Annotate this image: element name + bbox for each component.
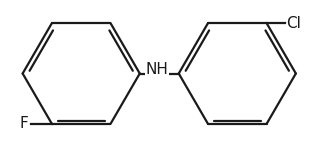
Text: NH: NH (146, 62, 169, 77)
Text: Cl: Cl (286, 16, 301, 31)
Text: F: F (19, 116, 28, 131)
